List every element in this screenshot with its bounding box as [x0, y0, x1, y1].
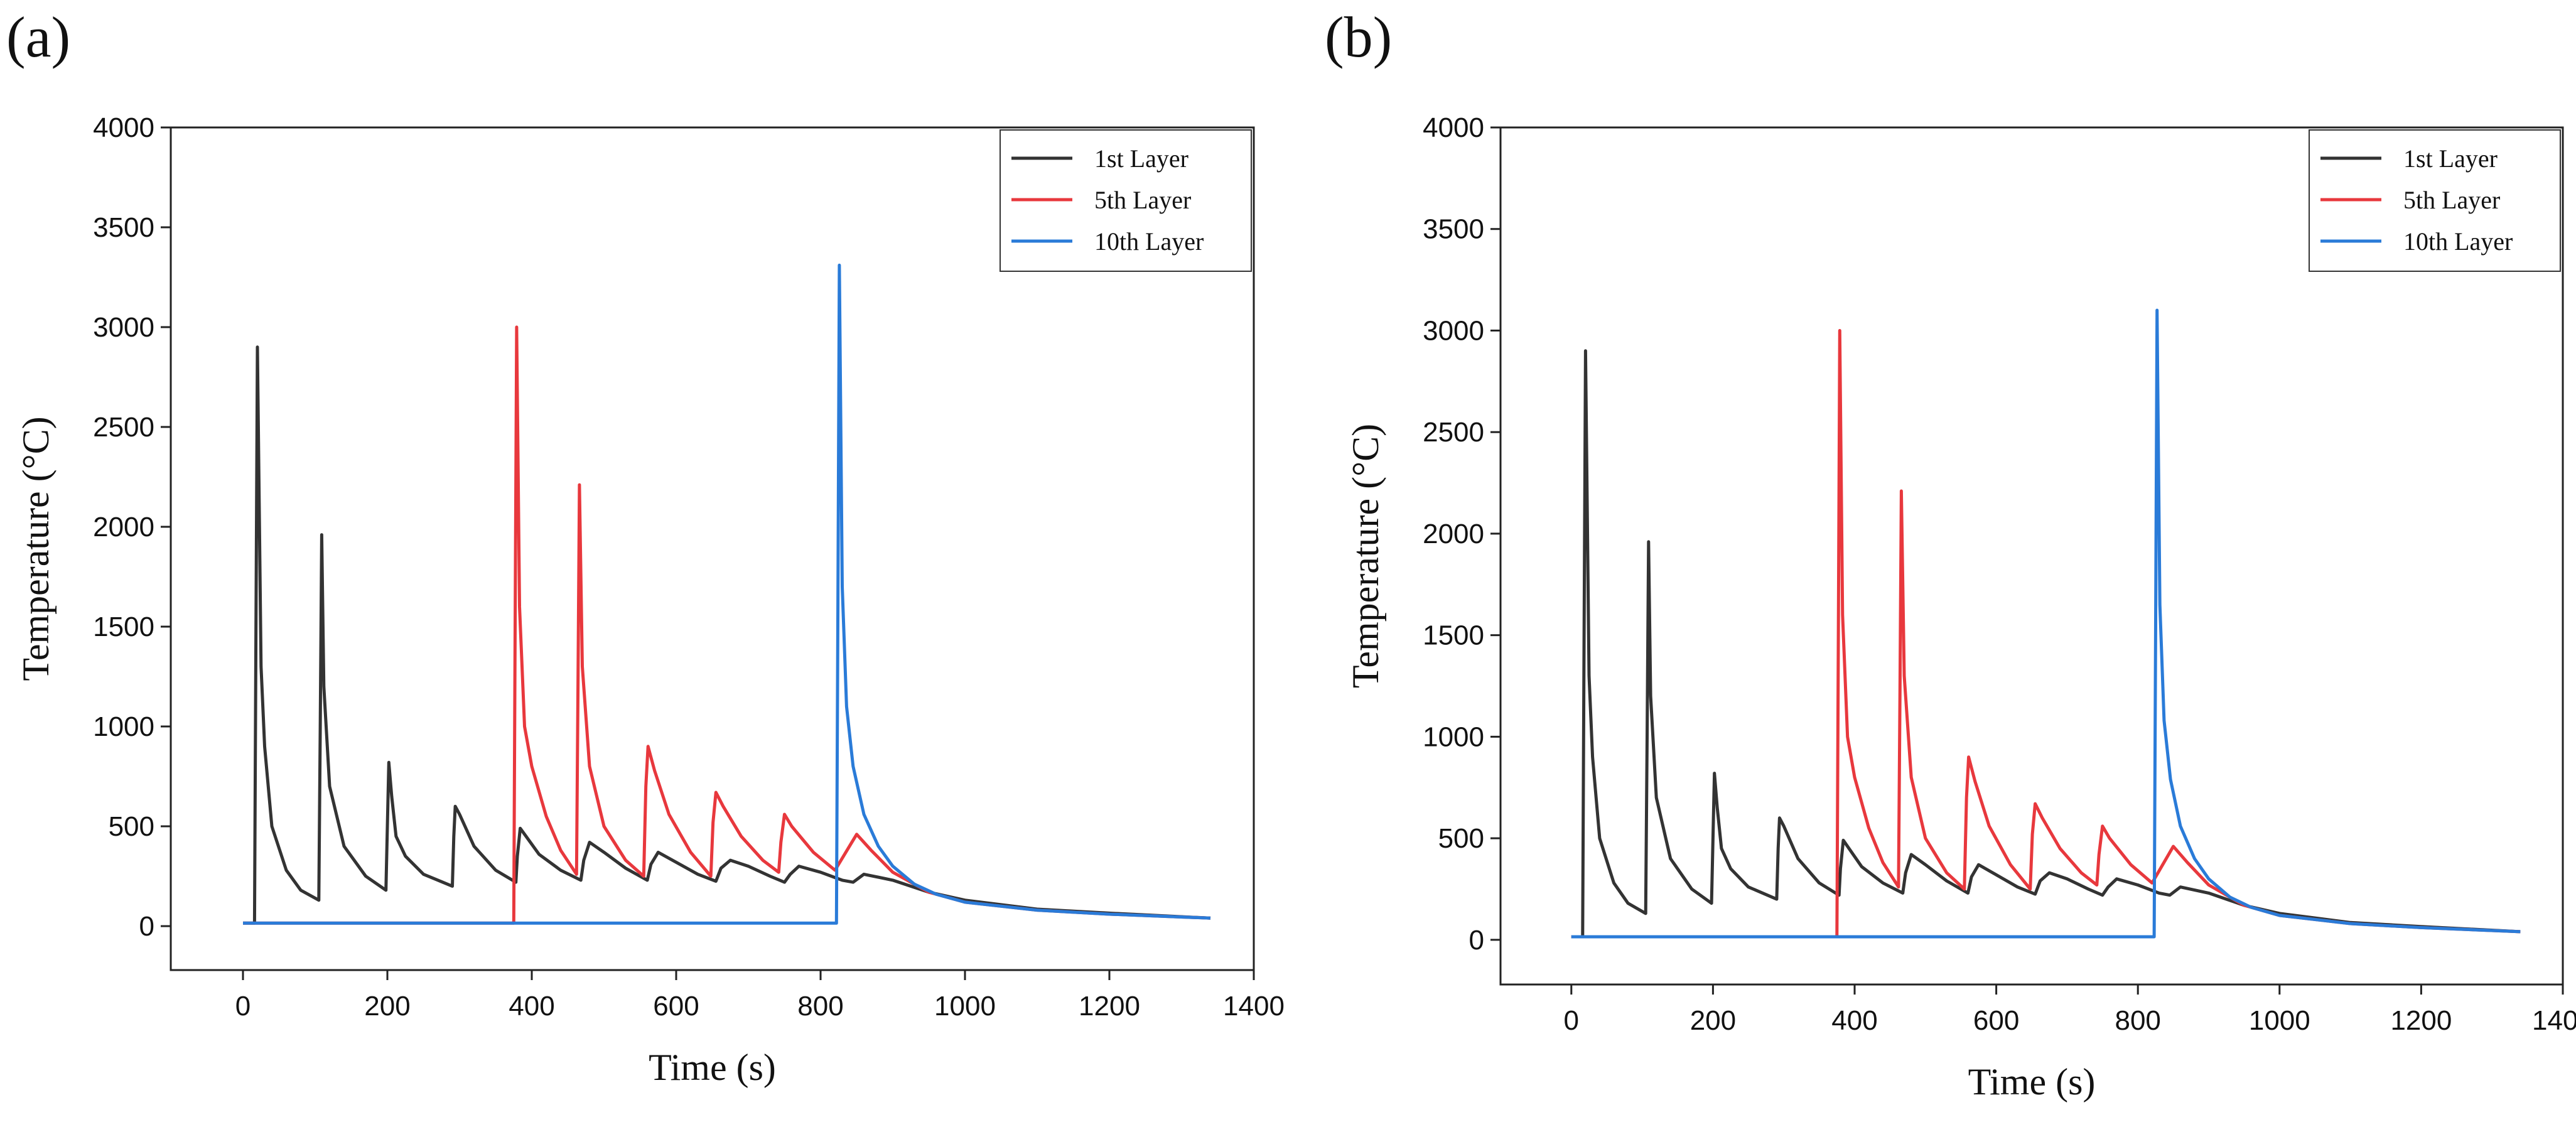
chart-1-series-line-1 — [1571, 329, 2521, 939]
chart-0-series-line-1 — [243, 325, 1211, 925]
chart-1-y-tick-label-8: 4000 — [1423, 112, 1484, 143]
chart-1-y-tick-label-5: 2500 — [1423, 417, 1484, 448]
chart-0-legend-label-0: 1st Layer — [1094, 144, 1188, 173]
chart-1-y-tick-label-2: 1000 — [1423, 721, 1484, 752]
chart-1-y-tick-label-0: 0 — [1469, 925, 1484, 956]
chart-1-y-tick-label-7: 3500 — [1423, 214, 1484, 245]
chart-0-plot-frame — [170, 126, 1255, 971]
chart-0-y-tick-label-1: 500 — [109, 811, 154, 842]
chart-1-legend-label-1: 5th Layer — [2403, 186, 2500, 214]
chart-0-y-tick-label-2: 1000 — [93, 711, 154, 742]
chart-0-y-tick-label-8: 4000 — [93, 112, 154, 143]
chart-1-plot-frame — [1499, 126, 2564, 986]
chart-b: 0 200 400 600 800 1000 1200 1400 0 500 1000 1500 200… — [1345, 112, 2576, 1103]
chart-1-x-tick-label-5: 1000 — [2249, 1005, 2310, 1036]
chart-0-x-tick-label-2: 400 — [509, 991, 554, 1022]
chart-1-series-line-2 — [1571, 308, 2521, 939]
chart-0-y-tick-label-3: 1500 — [93, 612, 154, 642]
chart-1-x-tick-label-1: 200 — [1690, 1005, 1736, 1036]
chart-1-x-axis-title: Time (s) — [1968, 1061, 2096, 1103]
chart-0-x-tick-label-1: 200 — [364, 991, 410, 1022]
chart-0-y-tick-label-5: 2500 — [93, 412, 154, 443]
chart-1-y-tick-label-1: 500 — [1438, 823, 1484, 854]
chart-0-x-tick-label-3: 600 — [653, 991, 699, 1022]
chart-0-y-axis-title: Temperature (°C) — [15, 416, 57, 681]
chart-panel-a: (a) 0 200 400 600 800 1000 1200 1400 0 500 1000 150… — [0, 0, 1285, 1122]
chart-0-legend-label-1: 5th Layer — [1094, 186, 1191, 214]
chart-1-x-tick-label-4: 800 — [2115, 1005, 2160, 1036]
chart-1-legend-label-2: 10th Layer — [2403, 227, 2513, 256]
chart-1-y-tick-label-3: 1500 — [1423, 620, 1484, 651]
chart-0-y-tick-label-4: 2000 — [93, 512, 154, 542]
chart-0-x-axis-title: Time (s) — [649, 1047, 776, 1088]
chart-0-y-tick-label-0: 0 — [139, 911, 154, 942]
chart-0-x-tick-label-0: 0 — [235, 991, 251, 1022]
chart-0-series-line-2 — [243, 263, 1211, 925]
chart-1-legend-label-0: 1st Layer — [2403, 144, 2498, 173]
chart-0-x-tick-label-6: 1200 — [1079, 991, 1140, 1022]
chart-0-x-tick-label-4: 800 — [797, 991, 843, 1022]
chart-a: 0 200 400 600 800 1000 1200 1400 0 500 1000 1500 200… — [15, 112, 1285, 1088]
chart-1-y-tick-label-4: 2000 — [1423, 519, 1484, 549]
chart-0-y-tick-label-6: 3000 — [93, 312, 154, 343]
chart-1-y-tick-label-6: 3000 — [1423, 315, 1484, 346]
chart-1-x-tick-label-3: 600 — [1973, 1005, 2019, 1036]
chart-0-series-line-0 — [243, 345, 1211, 925]
chart-1-series-line-0 — [1571, 349, 2521, 939]
chart-0-legend-label-2: 10th Layer — [1094, 227, 1204, 256]
chart-1-x-tick-label-7: 1400 — [2532, 1005, 2576, 1036]
panel-label-a: (a) — [6, 5, 71, 69]
chart-0-x-tick-label-5: 1000 — [934, 991, 996, 1022]
chart-1-y-axis-title: Temperature (°C) — [1345, 424, 1386, 688]
chart-0-x-tick-label-7: 1400 — [1223, 991, 1285, 1022]
panel-label-b: (b) — [1325, 5, 1393, 69]
chart-1-x-tick-label-2: 400 — [1831, 1005, 1877, 1036]
chart-1-x-tick-label-0: 0 — [1564, 1005, 1579, 1036]
chart-0-y-tick-label-7: 3500 — [93, 212, 154, 243]
chart-panel-b: (b) 0 200 400 600 800 1000 1200 1400 0 500 1000 150… — [1318, 0, 2576, 1122]
chart-1-x-tick-label-6: 1200 — [2390, 1005, 2452, 1036]
